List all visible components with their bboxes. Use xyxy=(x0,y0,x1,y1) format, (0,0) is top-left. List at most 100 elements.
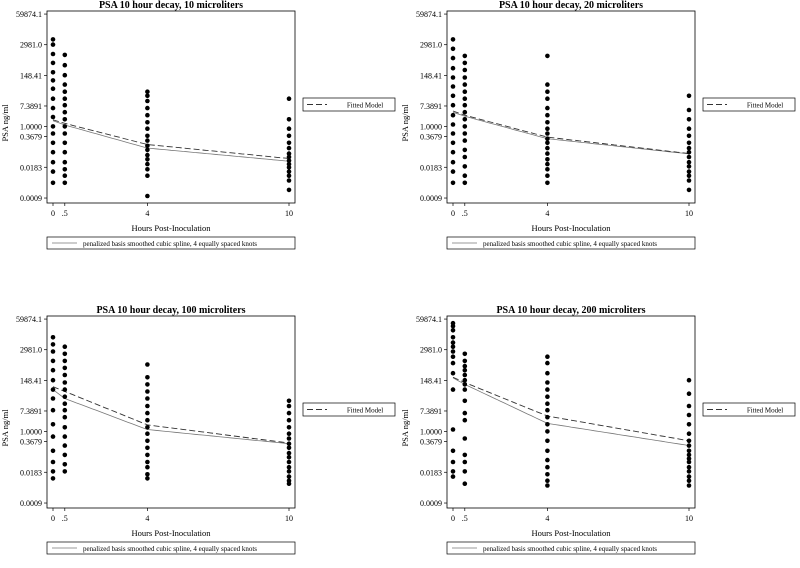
data-point xyxy=(686,391,692,396)
y-tick-label: 2981.0 xyxy=(420,41,442,50)
data-point xyxy=(450,169,456,174)
data-point xyxy=(50,42,56,47)
data-point xyxy=(286,425,292,430)
data-point xyxy=(545,354,550,359)
data-point xyxy=(62,443,68,448)
data-point xyxy=(145,438,150,444)
data-point xyxy=(286,469,292,474)
data-point xyxy=(686,438,692,444)
data-point xyxy=(286,474,292,479)
plot-frame xyxy=(446,315,696,509)
data-point xyxy=(145,173,150,178)
data-point xyxy=(50,434,56,439)
data-point xyxy=(50,124,56,129)
data-point xyxy=(50,37,56,42)
data-point xyxy=(450,469,456,474)
data-point xyxy=(462,452,468,458)
legend-spline-label: penalized basis smoothed cubic spline, 4… xyxy=(83,545,257,553)
data-point xyxy=(545,429,550,434)
data-point xyxy=(50,169,56,174)
data-point xyxy=(145,425,150,430)
data-point xyxy=(686,140,692,146)
y-tick-label: 148.41 xyxy=(420,376,442,385)
data-point xyxy=(62,167,68,172)
data-point xyxy=(450,112,456,118)
data-point xyxy=(62,52,68,58)
data-point xyxy=(545,394,550,399)
data-point xyxy=(50,377,56,383)
data-point xyxy=(545,407,550,413)
data-point xyxy=(686,149,692,155)
data-point xyxy=(62,401,68,406)
data-point xyxy=(686,169,692,174)
data-point xyxy=(450,328,456,333)
data-point xyxy=(62,89,68,94)
data-point xyxy=(545,161,550,167)
data-point xyxy=(286,431,292,436)
data-point xyxy=(450,102,456,108)
x-tick-label: 10 xyxy=(685,514,693,523)
data-point xyxy=(286,445,292,451)
data-point xyxy=(450,37,456,42)
x-tick-label: 0 xyxy=(51,514,55,523)
spline-curve xyxy=(52,120,290,162)
fitted-curve xyxy=(52,119,290,159)
data-point xyxy=(462,436,468,441)
data-point xyxy=(62,140,68,146)
data-point xyxy=(286,454,292,460)
data-point xyxy=(450,159,456,165)
chart-panel: PSA 10 hour decay, 200 microliters 59874.… xyxy=(400,305,796,555)
data-point xyxy=(545,483,550,488)
data-point xyxy=(62,387,68,392)
data-point xyxy=(462,180,468,186)
data-point xyxy=(286,410,292,416)
y-tick-label: 0.0009 xyxy=(20,194,42,203)
data-point xyxy=(62,407,68,413)
data-point xyxy=(450,474,456,479)
data-point xyxy=(286,441,292,446)
data-point xyxy=(145,464,150,470)
data-point xyxy=(686,443,692,448)
data-point xyxy=(686,173,692,178)
data-point xyxy=(686,456,692,461)
data-point xyxy=(50,476,56,481)
data-point xyxy=(145,138,150,143)
data-point xyxy=(286,417,292,423)
data-point xyxy=(462,154,468,160)
fitted-curve xyxy=(452,110,690,155)
y-tick-label: 0.0183 xyxy=(20,163,42,172)
data-point xyxy=(145,382,150,387)
data-point xyxy=(545,120,550,125)
data-point xyxy=(545,387,550,392)
data-point xyxy=(50,96,56,101)
y-tick-label: 0.0183 xyxy=(20,468,42,477)
legend-spline-label: penalized basis smoothed cubic spline, 4… xyxy=(483,545,657,553)
data-point xyxy=(50,131,56,136)
data-point xyxy=(545,370,550,376)
data-point xyxy=(50,78,56,83)
y-tick-label: 0.0009 xyxy=(20,499,42,508)
data-point xyxy=(462,124,468,129)
x-axis-label: Hours Post-Inoculation xyxy=(131,528,211,538)
data-point xyxy=(545,422,550,427)
x-tick-label: .5 xyxy=(62,209,68,218)
data-point xyxy=(145,157,150,162)
data-point xyxy=(686,459,692,465)
data-point xyxy=(450,427,456,432)
data-point xyxy=(62,82,68,87)
data-point xyxy=(62,358,68,364)
data-point xyxy=(545,112,550,118)
data-point xyxy=(450,459,456,465)
data-point xyxy=(145,417,150,423)
data-point xyxy=(286,145,292,151)
data-point xyxy=(145,375,150,380)
data-point xyxy=(450,180,456,186)
data-point xyxy=(286,459,292,465)
data-point xyxy=(450,75,456,80)
y-tick-label: 7.3891 xyxy=(420,102,442,111)
data-point xyxy=(686,448,692,454)
chart-panel: PSA 10 hour decay, 10 microliters 59874.1… xyxy=(0,0,396,250)
data-point xyxy=(450,370,456,376)
data-point xyxy=(686,164,692,169)
data-point xyxy=(545,180,550,186)
